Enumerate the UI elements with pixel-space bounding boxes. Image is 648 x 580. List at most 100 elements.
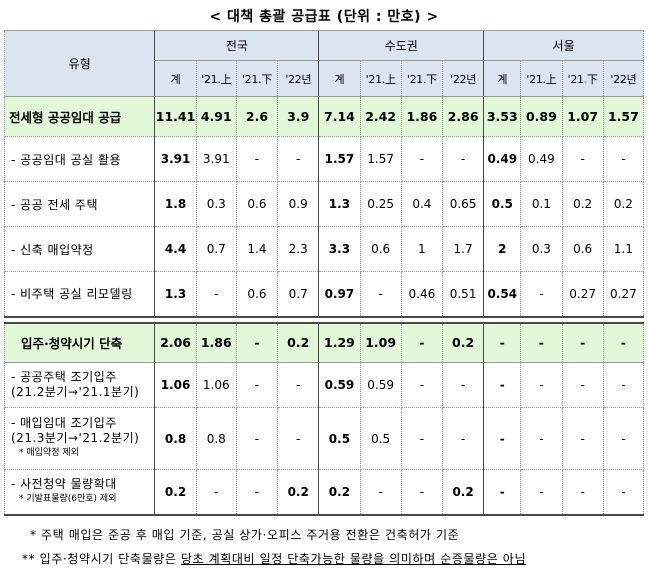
cell: 1.86 [195,322,237,363]
cell: - [441,362,485,408]
cell: - [277,136,320,182]
cell: 3.53 [483,96,522,137]
row-label: - 공공임대 공실 활용 [3,136,156,182]
cell: 2.42 [359,96,402,137]
cell: 0.25 [359,181,402,227]
cell: 1.06 [195,362,237,408]
row-label-sub: (21.3분기→'21.2분기) [11,431,140,445]
cell: - [602,362,645,408]
cell: 1.07 [561,96,604,137]
cell: 0.65 [441,181,485,227]
row-label-note: * 매입약정 제외 [19,448,79,458]
cell: 2.86 [441,96,485,137]
cell: - [195,469,237,516]
table-row: - 신축 매입약정 4.4 0.7 1.4 2.3 3.3 0.6 1 1.7 … [3,226,645,272]
cell: 0.3 [520,226,563,272]
cell: 0.5 [483,181,522,227]
col-header: '22년 [277,60,320,97]
col-header: '21.下 [235,60,279,97]
section-divider [4,315,644,324]
row-label: - 사전청약 물량확대 * 기발표물량(6만호) 제외 [3,469,156,516]
cell: - [520,322,563,363]
footnote-2-underlined: 당초 계획대비 일정 단축가능한 물량을 의미하며 순증물량은 아님 [180,552,527,566]
cell: - [277,407,320,470]
cell: - [400,362,443,408]
cell: 4.4 [154,226,197,272]
col-header: 계 [483,60,522,97]
cell: 0.6 [235,271,279,317]
cell: - [520,362,563,408]
footnote-2: ** 입주·청약시기 단축물량은 당초 계획대비 일정 단축가능한 물량을 의미… [22,550,648,567]
row-label-sub: (21.2분기→'21.1분기) [11,385,140,399]
cell: 7.14 [318,96,361,137]
cell: 0.2 [441,322,485,363]
cell: - [235,322,279,363]
cell: 1.8 [154,181,197,227]
cell: 1.3 [318,181,361,227]
row-label: - 비주택 공실 리모델링 [3,271,156,317]
cell: - [602,136,645,182]
cell: 0.46 [400,271,443,317]
row-label: 입주·청약시기 단축 [3,322,156,363]
cell: - [400,469,443,516]
row-label-main: - 사전청약 물량확대 [11,476,117,491]
cell: - [441,407,485,470]
table-row: 입주·청약시기 단축 2.06 1.86 - 0.2 1.29 1.09 - 0… [3,322,645,363]
cell: 0.27 [602,271,645,317]
cell: 0.2 [318,469,361,516]
cell: 1.86 [400,96,443,137]
cell: - [400,407,443,470]
col-header: '21.下 [400,60,443,97]
cell: - [483,362,522,408]
table-title: < 대책 총괄 공급표 (단위 : 만호) > [209,9,439,25]
cell: 3.91 [154,136,197,182]
cell: 0.2 [441,469,485,516]
cell: - [441,136,485,182]
row-label: - 공공 전세 주택 [3,181,156,227]
cell: 1.4 [235,226,279,272]
cell: 0.5 [318,407,361,470]
row-label: - 신축 매입약정 [3,226,156,272]
cell: 0.7 [195,226,237,272]
row-label: - 공공주택 조기입주 (21.2분기→'21.1분기) [3,362,156,408]
footnote-2-prefix: ** 입주·청약시기 단축물량은 [22,552,181,566]
cell: - [602,407,645,470]
cell: - [235,469,279,516]
cell: 0.2 [561,181,604,227]
row-label: 전세형 공공임대 공급 [3,96,156,137]
cell: 1.57 [602,96,645,137]
row-label-main: - 매입임대 조기입주 [11,416,117,430]
cell: - [483,407,522,470]
cell: 0.9 [277,181,320,227]
cell: 0.5 [359,407,402,470]
col-header: '21.下 [561,60,604,97]
row-label-main: - 공공주택 조기입주 [11,370,117,384]
cell: - [561,469,604,516]
col-header: '22년 [602,60,645,97]
table-row: - 매입임대 조기입주 (21.3분기→'21.2분기) * 매입약정 제외 0… [3,407,645,470]
cell: 3.9 [277,96,320,137]
cell: 0.59 [359,362,402,408]
col-header: '21.上 [359,60,402,97]
cell: 0.8 [154,407,197,470]
col-header: 계 [318,60,361,97]
cell: 11.41 [154,96,197,137]
row-label: - 매입임대 조기입주 (21.3분기→'21.2분기) * 매입약정 제외 [3,407,156,470]
cell: - [561,136,604,182]
cell: 0.1 [520,181,563,227]
cell: 0.89 [520,96,563,137]
col-header: '21.上 [195,60,237,97]
cell: 1 [400,226,443,272]
cell: - [483,469,522,516]
cell: 0.2 [277,469,320,516]
cell: 0.7 [277,271,320,317]
cell: - [359,271,402,317]
cell: - [400,322,443,363]
cell: 0.4 [400,181,443,227]
table-row: 전세형 공공임대 공급 11.41 4.91 2.6 3.9 7.14 2.42… [3,96,645,137]
cell: - [277,362,320,408]
divider-cell [4,315,644,324]
cell: 0.2 [277,322,320,363]
cell: 0.49 [520,136,563,182]
cell: 1.3 [154,271,197,317]
